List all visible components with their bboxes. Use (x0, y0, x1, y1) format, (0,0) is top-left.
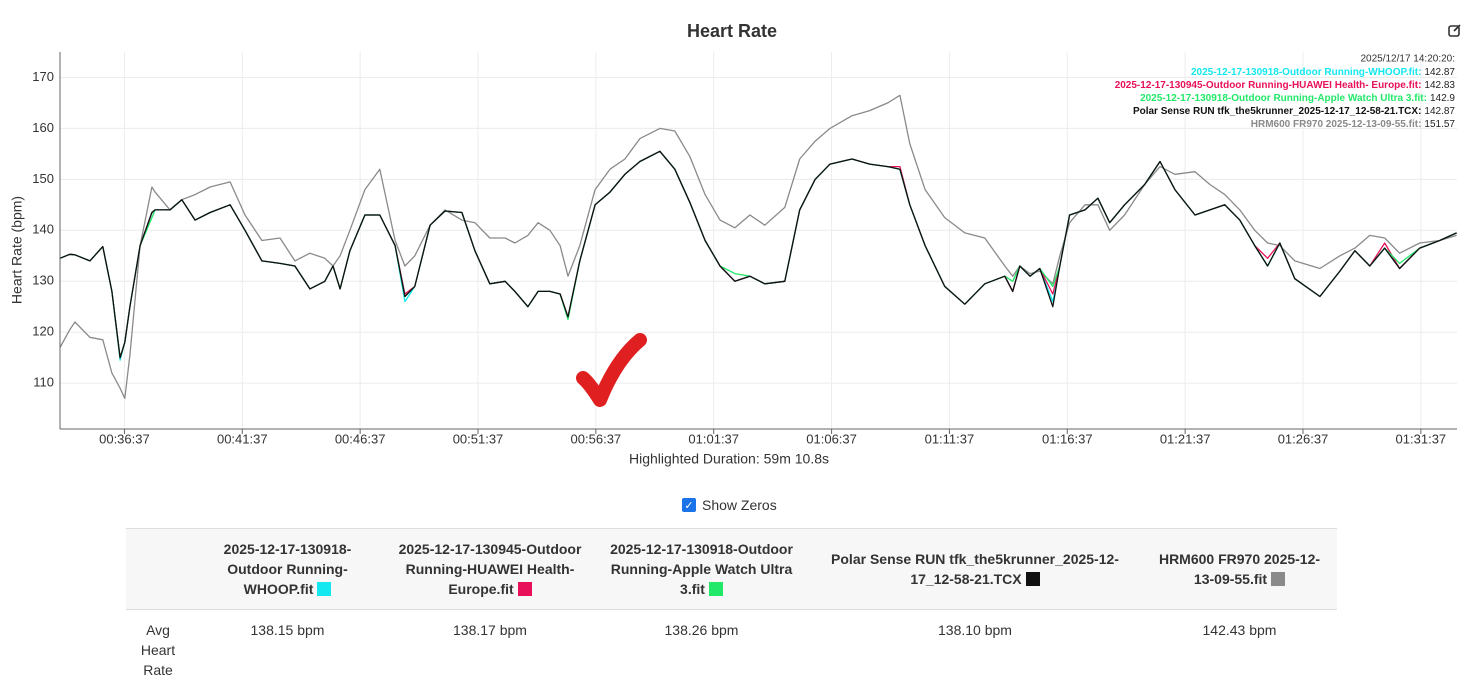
series-swatch (1025, 572, 1040, 586)
x-tick-label: 00:46:37 (335, 431, 386, 446)
y-tick-label: 140 (32, 222, 54, 237)
x-tick-label: 00:56:37 (571, 431, 622, 446)
series-header: 2025-12-17-130945-Outdoor Running-HUAWEI… (385, 528, 595, 610)
hover-entry: 2025-12-17-130945-Outdoor Running-HUAWEI… (1115, 80, 1456, 91)
avg-value: 138.10 bpm (938, 622, 1012, 638)
x-tick-label: 00:41:37 (217, 431, 268, 446)
series-name: HRM600 FR970 2025-12-13-09-55.fit (1158, 551, 1321, 587)
edit-icon[interactable] (1448, 24, 1461, 37)
series-swatch (317, 582, 332, 596)
series-header: Polar Sense RUN tfk_the5krunner_2025-12-… (808, 528, 1142, 610)
avg-row: Avg Heart Rate 138.15 bpm 138.17 bpm 138.26… (126, 610, 1337, 691)
y-tick-label: 130 (32, 273, 54, 288)
series-line (59, 150, 1457, 361)
series-line (59, 150, 1457, 359)
hover-time: 2025/12/17 14:20:20: (1360, 54, 1455, 65)
x-tick-label: 01:21:37 (1160, 431, 1211, 446)
series-name: Polar Sense RUN tfk_the5krunner_2025-12-… (831, 551, 1119, 587)
series-name: 2025-12-17-130918-Outdoor Running-Apple … (610, 541, 793, 597)
hover-label: 2025-12-17-130945-Outdoor Running-HUAWEI… (1115, 80, 1422, 91)
show-zeros-label: Show Zeros (702, 497, 777, 513)
series-header: HRM600 FR970 2025-12-13-09-55.fit (1142, 528, 1337, 610)
x-tick-label: 00:51:37 (453, 431, 504, 446)
x-tick-label: 00:36:37 (99, 431, 150, 446)
hover-entry: HRM600 FR970 2025-12-13-09-55.fit: 151.57 (1251, 119, 1456, 130)
avg-value: 138.26 bpm (664, 622, 739, 638)
series-line (59, 150, 1457, 359)
series-swatch (708, 582, 723, 596)
hover-value: 142.87 (1424, 67, 1455, 78)
hover-label: HRM600 FR970 2025-12-13-09-55.fit: (1251, 119, 1422, 130)
y-tick-label: 150 (32, 171, 54, 186)
series-header: 2025-12-17-130918-Outdoor Running-Apple … (595, 528, 808, 610)
hover-entry: 2025-12-17-130918-Outdoor Running-WHOOP.… (1191, 67, 1455, 78)
series-line (59, 150, 1457, 359)
y-tick-label: 170 (32, 69, 54, 84)
x-axis-label: Highlighted Duration: 59m 10.8s (629, 451, 829, 467)
hover-label: Polar Sense RUN tfk_the5krunner_2025-12-… (1133, 106, 1421, 117)
hover-label: 2025-12-17-130918-Outdoor Running-Apple … (1140, 93, 1427, 104)
x-tick-label: 01:26:37 (1278, 431, 1329, 446)
x-tick-label: 01:01:37 (688, 431, 739, 446)
stats-table: 2025-12-17-130918-Outdoor Running-WHOOP.… (126, 528, 1337, 690)
row-label: Avg Heart Rate (140, 622, 176, 678)
x-tick-label: 01:11:37 (925, 431, 975, 446)
header-row: 2025-12-17-130918-Outdoor Running-WHOOP.… (126, 528, 1337, 610)
hover-entry: Polar Sense RUN tfk_the5krunner_2025-12-… (1133, 106, 1455, 117)
series-swatch (1271, 572, 1286, 586)
show-zeros[interactable]: ✓ Show Zeros (682, 497, 777, 513)
corner (126, 528, 190, 610)
y-tick-label: 120 (32, 324, 54, 339)
avg-value: 138.15 bpm (250, 622, 325, 638)
x-tick-label: 01:16:37 (1042, 431, 1093, 446)
hover-label: 2025-12-17-130918-Outdoor Running-WHOOP.… (1191, 67, 1421, 78)
hover-value: 142.87 (1424, 106, 1455, 117)
avg-value: 142.43 bpm (1202, 622, 1277, 638)
series-name: 2025-12-17-130945-Outdoor Running-HUAWEI… (398, 541, 582, 597)
hover-value: 151.57 (1424, 119, 1455, 130)
y-tick-label: 160 (32, 120, 54, 135)
chart: Heart Rate Heart Rate (bpm) Highlighted … (9, 21, 1461, 467)
series-line (59, 94, 1457, 400)
y-axis-label: Heart Rate (bpm) (9, 196, 25, 304)
check-annotation (576, 333, 647, 407)
x-tick-label: 01:06:37 (806, 431, 857, 446)
x-tick-label: 01:31:37 (1396, 431, 1447, 446)
series-name: 2025-12-17-130918-Outdoor Running-WHOOP.… (223, 541, 352, 597)
y-tick-label: 110 (33, 375, 54, 390)
hover-entry: 2025-12-17-130918-Outdoor Running-Apple … (1140, 93, 1455, 104)
series-swatch (517, 582, 532, 596)
hover-value: 142.83 (1424, 80, 1455, 91)
series-header: 2025-12-17-130918-Outdoor Running-WHOOP.… (190, 528, 385, 610)
checkbox[interactable]: ✓ (682, 498, 696, 512)
hover-value: 142.9 (1430, 93, 1455, 104)
chart-title: Heart Rate (687, 21, 777, 41)
avg-value: 138.17 bpm (453, 622, 527, 638)
